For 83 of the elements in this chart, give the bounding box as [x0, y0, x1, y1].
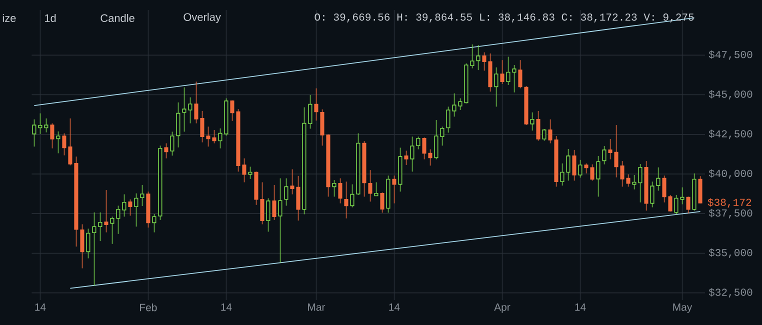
candlestick: [92, 212, 96, 286]
candlestick: [344, 181, 348, 219]
candlestick: [260, 182, 264, 225]
candlestick: [392, 175, 396, 204]
candlestick: [182, 86, 186, 132]
text: ize: [2, 14, 16, 22]
candlestick: [98, 212, 102, 242]
candlestick: [86, 228, 90, 259]
candlestick: [50, 122, 54, 149]
candlestick: [200, 110, 204, 143]
candlestick: [314, 88, 318, 121]
annotation: 1d: [45, 14, 56, 22]
candlestick: [164, 142, 168, 159]
annotation: Overlay: [184, 12, 221, 24]
candlestick: [128, 199, 132, 216]
candlestick: [104, 190, 108, 233]
x-tick-label: 14: [575, 304, 586, 311]
candlestick: [350, 184, 354, 208]
y-tick-label: $45,000: [708, 90, 752, 100]
candlestick: [374, 182, 378, 196]
candlestick: [308, 94, 312, 130]
candlestick: [170, 131, 174, 156]
y-tick-label: $35,000: [708, 248, 752, 258]
candlestick: [380, 192, 384, 214]
y-tick-label: $42,500: [708, 130, 752, 140]
candlestick: [578, 160, 582, 178]
candlestick: [332, 180, 336, 198]
candlestick: [134, 193, 138, 227]
candlestick: [266, 198, 270, 232]
candlestick: [80, 224, 84, 269]
x-tick-label: Feb: [140, 304, 157, 312]
candlestick: [686, 196, 690, 214]
candlestick: [530, 112, 534, 131]
candlestick: [536, 110, 540, 142]
x-tick-label: May: [673, 304, 692, 313]
annotation: $38,172: [708, 198, 752, 208]
candlestick: [122, 194, 126, 217]
candlestick: [140, 184, 144, 206]
candlestick: [44, 118, 48, 133]
candlestick: [194, 81, 198, 124]
candlestick: [698, 176, 702, 204]
x-tick-label: 14: [35, 304, 46, 311]
candlestick: [596, 156, 600, 198]
y-tick-label: $47,500: [708, 50, 752, 60]
candlestick: [494, 67, 498, 108]
candlestick: [68, 118, 72, 166]
candlestick: [338, 178, 342, 204]
candlestick: [32, 118, 36, 147]
candlestick: [242, 158, 246, 183]
x-tick-label: 14: [389, 304, 400, 311]
candlestick: [404, 150, 408, 166]
annotation: Candle: [100, 14, 134, 22]
y-tick-label: $37,500: [708, 208, 752, 218]
candlestick: [152, 214, 156, 233]
candlestick: [290, 168, 294, 195]
candlestick: [56, 131, 60, 154]
candlestick: [368, 170, 372, 202]
x-tick-label: Apr: [494, 304, 510, 313]
candlestick: [602, 146, 606, 165]
candlestick: [320, 109, 324, 146]
candlestick: [230, 100, 234, 122]
candlestick: [248, 166, 252, 180]
candlestick: [500, 60, 504, 84]
candlestick: [542, 128, 546, 142]
candlestick: [176, 102, 180, 148]
candlestick: [278, 178, 282, 264]
y-tick-label: $32,500: [708, 288, 752, 298]
candlestick: [188, 96, 192, 124]
candlestick: [284, 178, 288, 206]
x-tick-label: Mar: [308, 304, 326, 311]
candlestick: [212, 130, 216, 144]
candlestick: [206, 126, 210, 147]
candlestick: [218, 128, 222, 149]
y-tick-label: $40,000: [708, 169, 752, 179]
candlestick: [272, 184, 276, 220]
candlestick: [518, 60, 522, 89]
candlestick: [38, 112, 42, 134]
candlestick: [116, 205, 120, 234]
candlestick: [110, 216, 114, 244]
candlestick: [62, 132, 66, 156]
candlestick: [572, 150, 576, 182]
x-tick-label: 14: [221, 304, 232, 311]
candlestick: [296, 176, 300, 221]
